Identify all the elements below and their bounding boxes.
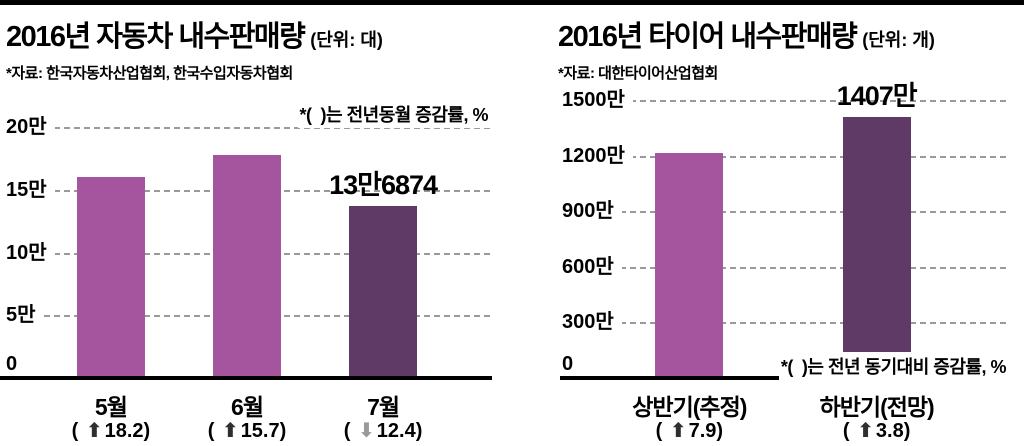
change-value: 12.4 <box>376 420 416 442</box>
y-axis-label: 300만 <box>560 311 622 334</box>
category-label: 하반기(전망) <box>819 394 935 420</box>
tire-sales-chart-panel: 2016년 타이어 내수판매량 (단위: 개) *자료: 대한타이어산업협회 *(… <box>512 5 1024 446</box>
category-label: 6월 <box>231 394 264 420</box>
plot-area: 1500만 1200만 900만 600만 300만 0 상반기(추정)( ⬆ 7.9) 140… <box>560 81 1006 442</box>
y-axis-label: 20만 <box>4 116 55 138</box>
plot-area: 20만 15만 10만 5만 0 5월( ⬆ 18.2) 6월( ⬆ 15.7) 13만6874 7… <box>4 116 490 442</box>
bar <box>349 206 418 378</box>
y-axis-label: 600만 <box>560 255 622 278</box>
close-paren: ) <box>143 420 151 442</box>
chart-unit-label: (단위: 개) <box>862 30 935 50</box>
y-axis-label: 0 <box>4 353 26 375</box>
y-axis-label: 15만 <box>4 178 55 201</box>
down-arrow-icon: ⬇ <box>358 420 375 442</box>
y-axis-label: 900만 <box>560 200 622 223</box>
up-arrow-icon: ⬆ <box>85 420 103 442</box>
y-axis-label: 0 <box>560 353 582 375</box>
bar <box>213 154 281 378</box>
close-paren: ) <box>415 420 423 442</box>
category-label: 상반기(추정) <box>632 394 747 420</box>
change-value: 15.7 <box>240 420 280 442</box>
bar <box>655 152 724 378</box>
change-label: ( ⬆ 3.8) <box>843 418 910 443</box>
open-paren: ( <box>343 420 356 442</box>
y-axis-label: 1200만 <box>560 144 633 167</box>
category-label: 7월 <box>367 394 400 420</box>
chart-note: *( )는 전년동월 증감률, % <box>297 100 490 128</box>
chart-source: *자료: 한국자동차산업협회, 한국수입자동차협회 <box>6 65 293 82</box>
gridline <box>560 155 1006 158</box>
open-paren: ( <box>655 420 668 442</box>
gridline <box>560 211 1006 214</box>
up-arrow-icon: ⬆ <box>669 420 687 442</box>
close-paren: ) <box>903 420 911 442</box>
change-label: ( ⬇ 12.4) <box>344 418 423 443</box>
car-sales-chart-panel: 2016년 자동차 내수판매량 (단위: 대) *자료: 한국자동차산업협회, 한… <box>0 5 512 446</box>
close-paren: ) <box>279 420 287 442</box>
gridline <box>560 266 1006 269</box>
y-axis-label: 10만 <box>4 241 55 264</box>
open-paren: ( <box>842 420 856 442</box>
change-value: 7.9 <box>688 420 717 442</box>
x-axis-line <box>0 376 492 380</box>
change-label: ( ⬆ 7.9) <box>656 418 723 443</box>
category-label: 5월 <box>94 394 128 420</box>
bar <box>842 117 911 378</box>
change-label: ( ⬆ 15.7) <box>208 418 287 443</box>
close-paren: ) <box>716 420 724 442</box>
bar-value-label: 13만6874 <box>329 170 438 201</box>
open-paren: ( <box>207 420 220 442</box>
bar-value-label: 1407만 <box>836 81 918 112</box>
gridline <box>560 322 1006 325</box>
up-arrow-icon: ⬆ <box>221 420 239 442</box>
bar <box>76 177 145 378</box>
change-label: ( ⬆ 18.2) <box>72 418 151 443</box>
chart-source: *자료: 대한타이어산업협회 <box>558 65 718 82</box>
gridline <box>560 100 1006 102</box>
y-axis-label: 5만 <box>4 304 44 327</box>
open-paren: ( <box>71 420 84 442</box>
chart-header: 2016년 타이어 내수판매량 (단위: 개) *자료: 대한타이어산업협회 <box>558 13 935 83</box>
change-value: 18.2 <box>104 420 144 442</box>
chart-unit-label: (단위: 대) <box>310 30 383 50</box>
chart-title: 2016년 자동차 내수판매량 <box>6 21 306 53</box>
up-arrow-icon: ⬆ <box>857 420 874 442</box>
chart-title: 2016년 타이어 내수판매량 <box>558 21 858 53</box>
change-value: 3.8 <box>875 420 904 442</box>
chart-note: *( )는 전년 동기대비 증감률, % <box>778 352 1008 380</box>
chart-header: 2016년 자동차 내수판매량 (단위: 대) *자료: 한국자동차산업협회, 한… <box>6 13 383 83</box>
y-axis-label: 1500만 <box>560 89 633 111</box>
top-rule <box>0 0 1024 5</box>
gridline <box>4 127 490 129</box>
